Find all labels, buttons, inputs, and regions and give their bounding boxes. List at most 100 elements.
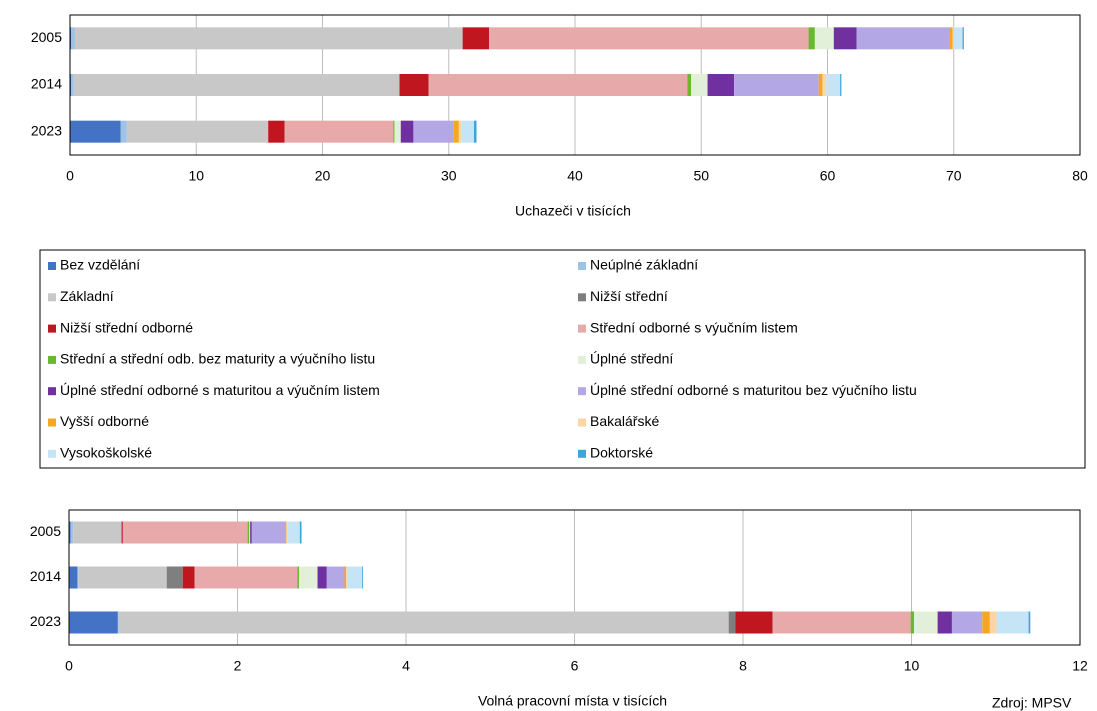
bar-segment <box>284 120 394 143</box>
bar-segment <box>772 611 911 634</box>
bar-segment <box>982 611 990 634</box>
bar-segment <box>249 521 251 544</box>
bar-segment <box>953 27 963 50</box>
bar-segment <box>118 611 729 634</box>
bar-segment <box>362 566 364 589</box>
y-tick-label: 2023 <box>30 613 61 629</box>
bar-segment <box>734 74 819 96</box>
legend-box <box>39 249 1086 469</box>
bar-segment <box>822 74 827 96</box>
bar-segment <box>70 521 74 544</box>
legend-marker <box>48 418 56 427</box>
y-tick-label: 2023 <box>31 122 62 138</box>
legend-marker <box>578 418 586 427</box>
legend-marker <box>48 355 56 364</box>
bar-segment <box>949 27 953 50</box>
bar-segment <box>937 611 952 634</box>
x-tick-label: 20 <box>315 168 331 184</box>
bar-segment <box>69 566 78 589</box>
bar-segment <box>687 74 692 96</box>
bar-segment <box>826 74 841 96</box>
legend-marker <box>48 324 56 333</box>
bar-segment <box>400 120 414 143</box>
x-axis-label: Uchazeči v tisících <box>515 203 631 219</box>
legend-label: Střední odborné s výučním listem <box>590 319 798 335</box>
legend-marker <box>578 262 586 270</box>
x-tick-label: 4 <box>402 658 410 674</box>
x-tick-label: 30 <box>441 168 457 184</box>
legend-label: Střední a střední odb. bez maturity a vý… <box>60 351 375 367</box>
x-tick-label: 10 <box>188 168 204 184</box>
bar-segment <box>818 74 823 96</box>
legend-marker <box>578 293 586 302</box>
bar-segment <box>814 27 834 50</box>
bar-segment <box>297 566 300 589</box>
x-tick-label: 60 <box>820 168 836 184</box>
legend-label: Vyšší odborné <box>60 413 149 429</box>
bar-segment <box>317 566 327 589</box>
bar-segment <box>122 521 123 544</box>
bar-segment <box>346 566 348 589</box>
legend-label: Nižší střední odborné <box>60 319 193 335</box>
bar-segment <box>840 74 842 96</box>
bar-segment <box>413 120 454 143</box>
y-tick-label: 2014 <box>30 568 61 584</box>
legend-marker <box>48 387 56 396</box>
bar-segment <box>833 27 857 50</box>
bar-segment <box>194 566 298 589</box>
legend-marker <box>578 387 586 396</box>
bar-segment <box>299 521 302 544</box>
bar-segment <box>952 27 954 50</box>
x-tick-label: 0 <box>66 168 74 184</box>
plot-border <box>68 509 1081 646</box>
bar-segment <box>73 521 122 544</box>
x-tick-label: 0 <box>65 658 73 674</box>
bar-segment <box>247 521 250 544</box>
y-tick-label: 2014 <box>31 76 62 92</box>
x-tick-label: 2 <box>234 658 242 674</box>
bar-segment <box>428 74 688 96</box>
x-tick-label: 80 <box>1072 168 1088 184</box>
bar-segment <box>735 611 773 634</box>
bar-segment <box>728 611 736 634</box>
bar-segment <box>71 27 76 50</box>
bar-segment <box>70 120 121 143</box>
bar-segment <box>691 74 708 96</box>
bar-segment <box>75 27 463 50</box>
legend-marker <box>48 262 56 270</box>
bar-segment <box>951 611 983 634</box>
legend-label: Úplné střední <box>590 351 673 367</box>
x-tick-label: 8 <box>739 658 747 674</box>
bar-segment <box>707 74 735 96</box>
bar-segment <box>251 521 286 544</box>
bar-segment <box>120 120 127 143</box>
bar-segment <box>70 27 72 50</box>
plot-border <box>69 14 1081 156</box>
bar-segment <box>394 120 401 143</box>
legend-marker <box>578 324 586 333</box>
legend-marker <box>578 449 586 458</box>
bar-segment <box>126 120 269 143</box>
bar-segment <box>344 566 347 589</box>
bar-segment <box>250 521 252 544</box>
legend-label: Neúplné základní <box>590 257 698 273</box>
legend-label: Úplné střední odborné s maturitou bez vý… <box>590 382 917 398</box>
legend-label: Bez vzdělání <box>60 257 140 273</box>
bar-segment <box>393 120 395 143</box>
bar-segment <box>69 521 71 544</box>
bar-segment <box>489 27 809 50</box>
y-tick-label: 2005 <box>31 29 62 45</box>
legend-label: Vysokoškolské <box>60 445 152 461</box>
bar-segment <box>453 120 459 143</box>
bar-segment <box>287 521 300 544</box>
y-tick-label: 2005 <box>30 523 61 539</box>
bar-segment <box>299 566 318 589</box>
legend-marker <box>578 355 586 364</box>
legend-label: Doktorské <box>590 445 653 461</box>
bar-segment <box>182 566 195 589</box>
legend-label: Nižší střední <box>590 288 668 304</box>
bar-segment <box>268 120 285 143</box>
bar-segment <box>78 566 167 589</box>
x-tick-label: 70 <box>946 168 962 184</box>
bar-segment <box>808 27 815 50</box>
